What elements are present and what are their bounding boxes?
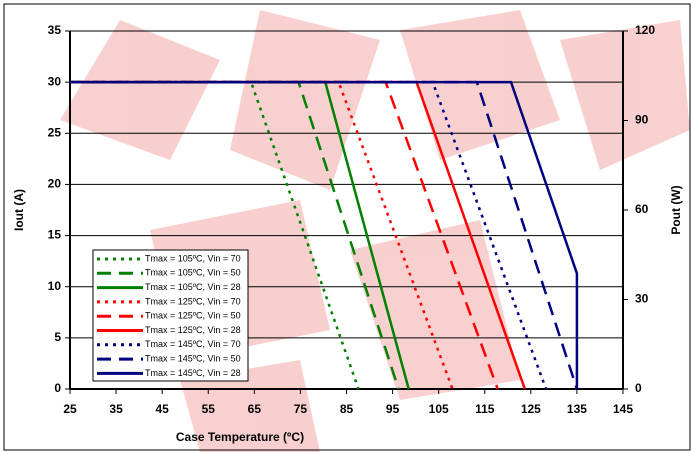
legend-label: Tmax = 145ºC, Vin = 50 xyxy=(145,353,241,363)
y-tick-label: 35 xyxy=(48,23,62,37)
watermark xyxy=(60,10,690,452)
legend-label: Tmax = 125ºC, Vin = 70 xyxy=(145,296,241,306)
x-tick-label: 105 xyxy=(429,402,449,416)
y2-tick-label: 0 xyxy=(635,381,642,395)
legend-label: Tmax = 145ºC, Vin = 28 xyxy=(145,368,241,378)
x-tick-label: 145 xyxy=(613,402,633,416)
x-tick-label: 85 xyxy=(340,402,354,416)
x-tick-label: 95 xyxy=(386,402,400,416)
y-tick-label: 10 xyxy=(48,279,62,293)
legend-label: Tmax = 125ºC, Vin = 28 xyxy=(145,325,241,335)
legend-box xyxy=(92,249,249,382)
legend-label: Tmax = 105ºC, Vin = 70 xyxy=(145,253,241,263)
x-tick-label: 55 xyxy=(202,402,216,416)
y2-tick-label: 60 xyxy=(635,202,649,216)
y-axis-title: Iout (A) xyxy=(12,189,26,231)
x-tick-label: 125 xyxy=(521,402,541,416)
y-tick-label: 5 xyxy=(54,330,61,344)
y2-tick-label: 120 xyxy=(635,23,655,37)
x-tick-label: 65 xyxy=(248,402,262,416)
y-tick-label: 30 xyxy=(48,74,62,88)
legend-label: Tmax = 105ºC, Vin = 50 xyxy=(145,268,241,278)
series-line xyxy=(70,80,579,389)
y-tick-label: 25 xyxy=(48,125,62,139)
y2-tick-label: 90 xyxy=(635,113,649,127)
x-tick-label: 35 xyxy=(109,402,123,416)
y2-axis-title: Pout (W) xyxy=(669,185,683,234)
y2-tick-label: 30 xyxy=(635,292,649,306)
x-tick-label: 135 xyxy=(567,402,587,416)
watermark-shape xyxy=(350,220,520,400)
legend: Tmax = 105ºC, Vin = 70 Tmax = 105ºC, Vin … xyxy=(92,249,249,382)
x-axis-title: Case Temperature (ºC) xyxy=(176,430,304,444)
x-tick-label: 115 xyxy=(475,402,495,416)
legend-label: Tmax = 145ºC, Vin = 70 xyxy=(145,339,241,349)
legend-label: Tmax = 125ºC, Vin = 50 xyxy=(145,311,241,321)
y-tick-label: 0 xyxy=(54,381,61,395)
x-tick-label: 75 xyxy=(294,402,308,416)
watermark-shape xyxy=(60,20,220,160)
y-tick-label: 15 xyxy=(48,228,62,242)
watermark-shape xyxy=(400,10,560,160)
watermark-shape xyxy=(180,360,320,452)
legend-label: Tmax = 105ºC, Vin = 28 xyxy=(145,282,241,292)
x-tick-label: 25 xyxy=(63,402,77,416)
x-tick-label: 45 xyxy=(155,402,169,416)
y-tick-label: 20 xyxy=(48,177,62,191)
watermark-shape xyxy=(560,20,690,170)
chart-border xyxy=(3,3,691,451)
